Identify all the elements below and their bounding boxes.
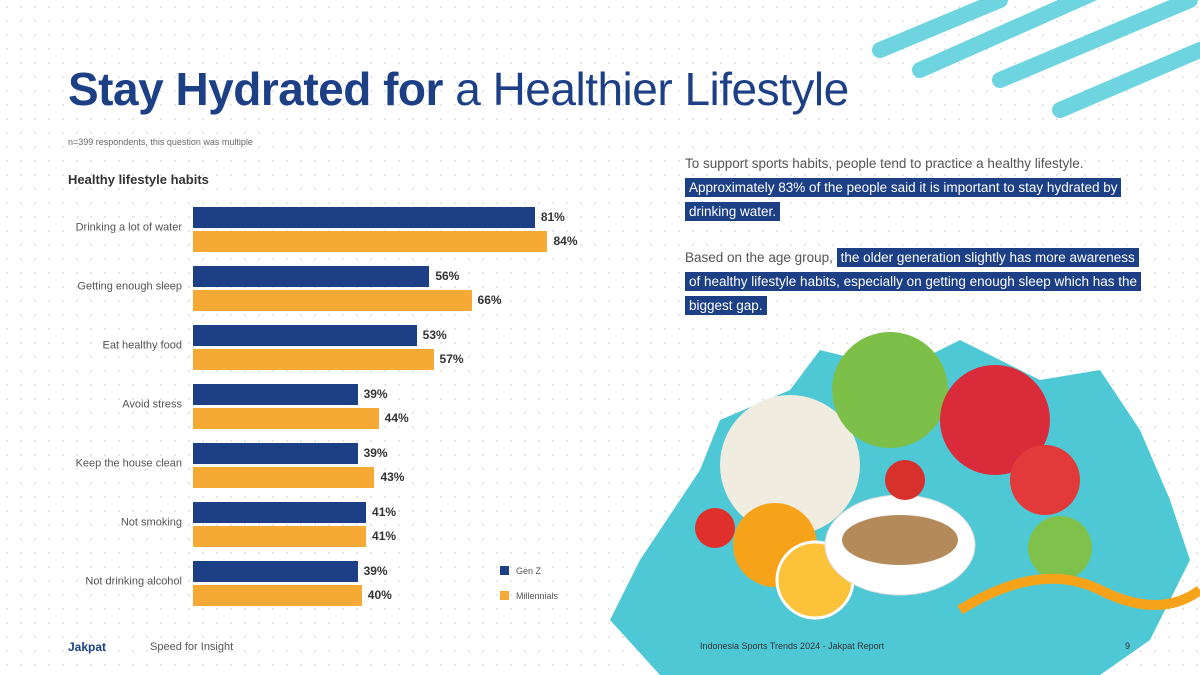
value-label: 43% <box>380 470 405 484</box>
insight-text: Based on the age group, <box>685 250 833 265</box>
bar <box>193 561 358 582</box>
bar <box>193 467 375 488</box>
insight: Based on the age group, the older genera… <box>685 246 1145 318</box>
insight: To support sports habits, people tend to… <box>685 152 1145 224</box>
source: Indonesia Sports Trends 2024 - Jakpat Re… <box>700 641 885 651</box>
chart-title: Healthy lifestyle habits <box>68 172 209 187</box>
bar <box>193 384 358 405</box>
value-label: 53% <box>422 328 447 342</box>
value-label: 66% <box>477 293 502 307</box>
value-label: 84% <box>553 234 578 248</box>
y-tick-label: Not smoking <box>120 516 182 529</box>
tagline: Speed for Insight <box>150 641 234 653</box>
bar <box>193 502 367 523</box>
title-rest: a Healthier Lifestyle <box>455 63 849 115</box>
legend-label: Gen Z <box>516 566 542 576</box>
y-tick-label: Avoid stress <box>122 398 182 411</box>
bar <box>193 585 362 606</box>
insight-highlight: Approximately 83% of the people said it … <box>685 178 1122 221</box>
bar <box>193 349 434 370</box>
bar <box>193 408 379 429</box>
bar <box>193 266 430 287</box>
y-tick-label: Eat healthy food <box>102 339 182 352</box>
title-bold: Stay Hydrated for <box>68 63 443 115</box>
bar <box>193 325 417 346</box>
value-label: 44% <box>384 411 409 425</box>
value-label: 81% <box>540 210 565 224</box>
bar <box>193 290 472 311</box>
y-tick-label: Getting enough sleep <box>77 280 182 293</box>
y-tick-label: Not drinking alcohol <box>85 575 182 588</box>
y-tick-label: Keep the house clean <box>75 457 182 470</box>
value-label: 39% <box>363 564 388 578</box>
y-tick-label: Drinking a lot of water <box>75 221 182 234</box>
brand: Jakpat <box>68 640 107 654</box>
title: Stay Hydrated for a Healthier Lifestyle <box>68 62 849 116</box>
note: n=399 respondents, this question was mul… <box>68 137 253 147</box>
bar <box>193 443 358 464</box>
legend-label: Millennials <box>516 591 559 601</box>
bar <box>193 231 548 252</box>
value-label: 40% <box>367 588 392 602</box>
value-label: 41% <box>372 505 397 519</box>
insight-text: To support sports habits, people tend to… <box>685 156 1084 171</box>
page-number: 9 <box>1125 641 1131 651</box>
value-label: 41% <box>372 529 397 543</box>
legend-swatch <box>500 566 509 575</box>
value-label: 56% <box>435 269 460 283</box>
value-label: 39% <box>363 387 388 401</box>
bar <box>193 207 535 228</box>
value-label: 57% <box>439 352 464 366</box>
bar <box>193 526 367 547</box>
legend-swatch <box>500 591 509 600</box>
value-label: 39% <box>363 446 388 460</box>
